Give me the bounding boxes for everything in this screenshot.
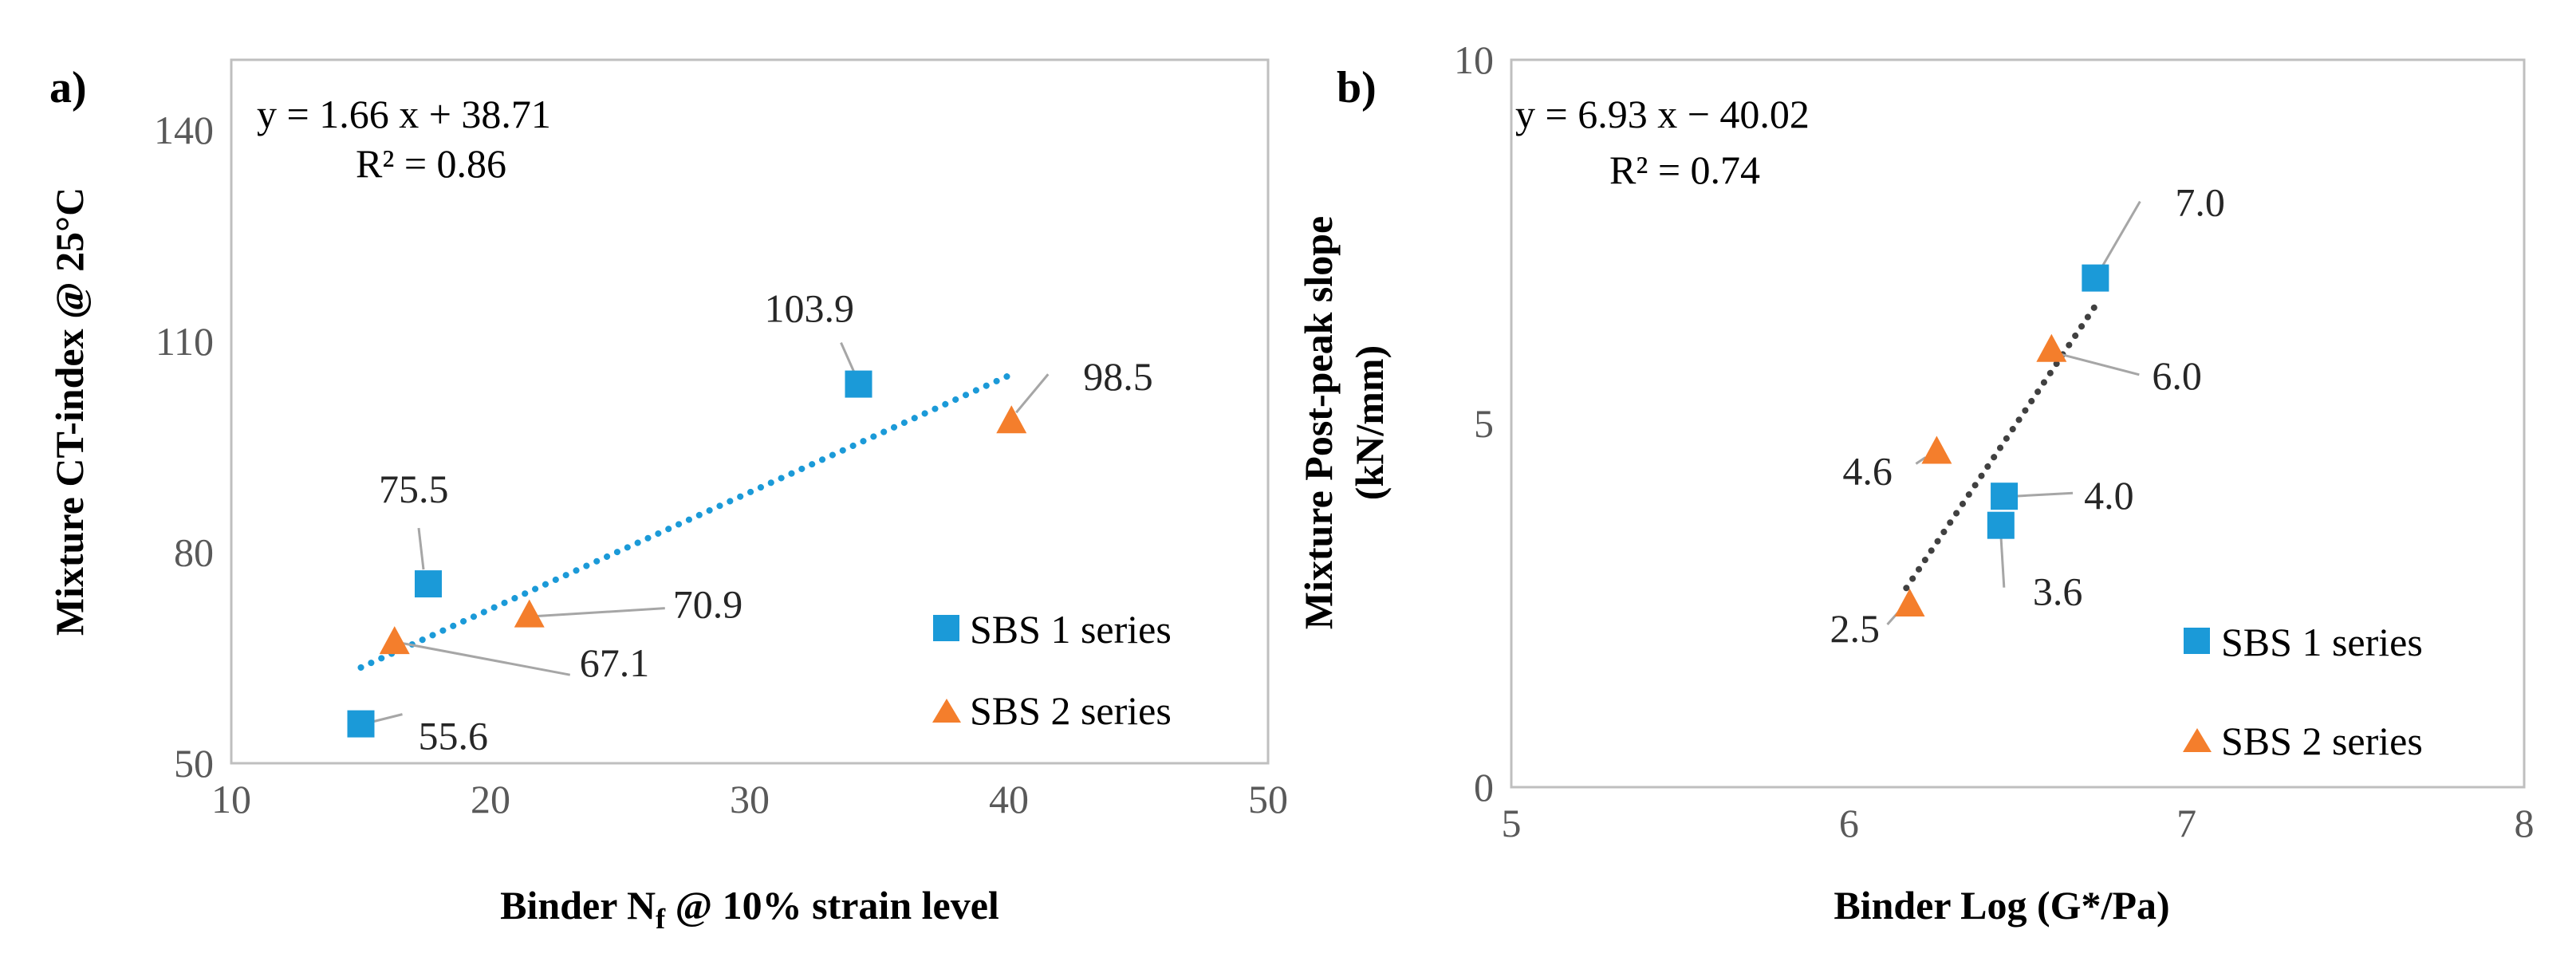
data-label-leader-line	[370, 713, 403, 724]
data-label: 6.0	[2152, 353, 2202, 398]
panel-a-legend: SBS 1 series SBS 2 series	[932, 607, 1172, 733]
data-label-leader-line	[2013, 491, 2074, 498]
sbs2-point-marker	[379, 626, 410, 655]
panel-a-x-tick-labels: 10 20 30 40 50	[211, 777, 1288, 821]
y-tick-label: 5	[1474, 401, 1494, 446]
panel-b-x-axis-title: Binder Log (G*/Pa)	[1834, 883, 2169, 928]
x-tick-label: 6	[1839, 801, 1859, 845]
panel-a: a) 50 80 110 140 10 20 30 40 50 55.6 75.5 103.9 67…	[47, 58, 1288, 935]
data-label: 7.0	[2175, 180, 2225, 225]
sbs1-point-marker	[2082, 264, 2109, 292]
panel-a-legend-triangle-icon	[932, 699, 961, 723]
data-label: 103.9	[765, 286, 855, 331]
sbs1-point-marker	[1987, 511, 2015, 539]
data-label: 3.6	[2033, 569, 2083, 614]
y-tick-label: 110	[156, 319, 214, 364]
data-label-leader-line	[2099, 200, 2141, 271]
sbs1-point-marker	[347, 710, 375, 738]
sbs1-point-marker	[1991, 483, 2019, 510]
sbs2-point-marker	[514, 599, 545, 628]
data-label-leader-line	[535, 607, 665, 618]
panel-b-y-axis-title-line2: (kN/mm)	[1347, 345, 1392, 500]
panel-a-label: a)	[49, 63, 87, 112]
panel-b-legend-triangle-icon	[2183, 728, 2212, 752]
panel-b-data-labels: 3.6 4.0 7.0 2.5 4.6 6.0	[1830, 180, 2225, 651]
sbs2-point-marker	[996, 405, 1027, 434]
panel-b-trendline-group	[1903, 302, 2099, 592]
panel-a-leader-lines	[370, 341, 1050, 724]
panel-b-plot-frame	[1510, 58, 2526, 789]
sbs2-point-marker	[1921, 435, 1952, 464]
panel-b-equation: y = 6.93 x − 40.02	[1515, 92, 1810, 136]
trendline	[1903, 302, 2099, 592]
panel-b-legend-sbs1: SBS 1 series	[2221, 620, 2423, 664]
data-label: 98.5	[1083, 354, 1153, 399]
x-tick-label: 10	[211, 777, 251, 821]
data-label: 67.1	[580, 640, 650, 685]
x-tick-label: 30	[730, 777, 770, 821]
panel-b-leader-lines	[1886, 200, 2141, 625]
panel-a-legend-square-icon	[933, 615, 959, 641]
data-label-leader-line	[1015, 373, 1050, 414]
panel-b-r2: R² = 0.74	[1609, 148, 1760, 192]
x-tick-label: 8	[2515, 801, 2535, 845]
panel-b-legend-square-icon	[2184, 628, 2210, 654]
panel-a-y-axis-title: Mixture CT-index @ 25°C	[47, 187, 92, 636]
sbs2-point-marker	[1894, 589, 1925, 616]
y-tick-label: 50	[174, 741, 214, 786]
y-tick-label: 0	[1474, 765, 1494, 809]
panel-b-label: b)	[1337, 63, 1377, 112]
sbs1-point-marker	[845, 370, 872, 398]
data-label: 70.9	[673, 582, 743, 627]
data-label-leader-line	[2058, 353, 2140, 376]
sbs1-point-marker	[415, 570, 442, 598]
panel-b-x-tick-labels: 5 6 7 8	[1502, 801, 2535, 845]
data-label: 75.5	[379, 467, 449, 511]
panel-b-y-tick-labels: 0 5 10	[1454, 37, 1494, 809]
panel-a-legend-sbs2: SBS 2 series	[970, 688, 1172, 733]
data-label: 4.6	[1842, 448, 1893, 493]
y-tick-label: 10	[1454, 37, 1494, 82]
y-tick-label: 140	[154, 108, 214, 152]
panel-b-markers	[1894, 264, 2109, 616]
panel-a-x-axis-title: Binder Nf @ 10% strain level	[500, 883, 999, 935]
data-label: 4.0	[2084, 473, 2134, 518]
panel-a-plot-frame	[230, 58, 1270, 765]
data-label: 55.6	[419, 714, 489, 758]
y-tick-label: 80	[174, 530, 214, 574]
panel-b-legend: SBS 1 series SBS 2 series	[2183, 620, 2423, 763]
panel-a-equation: y = 1.66 x + 38.71	[257, 92, 551, 136]
panel-b-legend-sbs2: SBS 2 series	[2221, 719, 2423, 763]
panel-a-markers	[347, 370, 1027, 738]
panel-b-y-axis-title: Mixture Post-peak slope (kN/mm)	[1296, 216, 1392, 629]
panel-a-r2: R² = 0.86	[356, 141, 506, 186]
panel-a-legend-sbs1: SBS 1 series	[970, 607, 1172, 652]
data-label: 2.5	[1830, 606, 1881, 651]
x-tick-label: 5	[1502, 801, 1522, 845]
x-tick-label: 20	[471, 777, 510, 821]
data-label-leader-line	[417, 527, 425, 570]
panel-a-data-labels: 55.6 75.5 103.9 67.1 70.9 98.5	[379, 286, 1153, 758]
data-label-leader-line	[400, 641, 571, 676]
x-tick-label: 7	[2176, 801, 2196, 845]
svg-text:Mixture CT-index @ 25°C: Mixture CT-index @ 25°C	[47, 187, 92, 636]
data-label-leader-line	[1915, 456, 1927, 465]
data-label-leader-line	[1999, 534, 2006, 588]
data-label-leader-line	[840, 341, 855, 372]
panel-a-y-tick-labels: 50 80 110 140	[154, 108, 214, 786]
x-tick-label: 40	[989, 777, 1029, 821]
panel-b-y-axis-title-line1: Mixture Post-peak slope	[1296, 216, 1341, 629]
sbs2-point-marker	[2036, 333, 2067, 362]
x-tick-label: 50	[1248, 777, 1288, 821]
